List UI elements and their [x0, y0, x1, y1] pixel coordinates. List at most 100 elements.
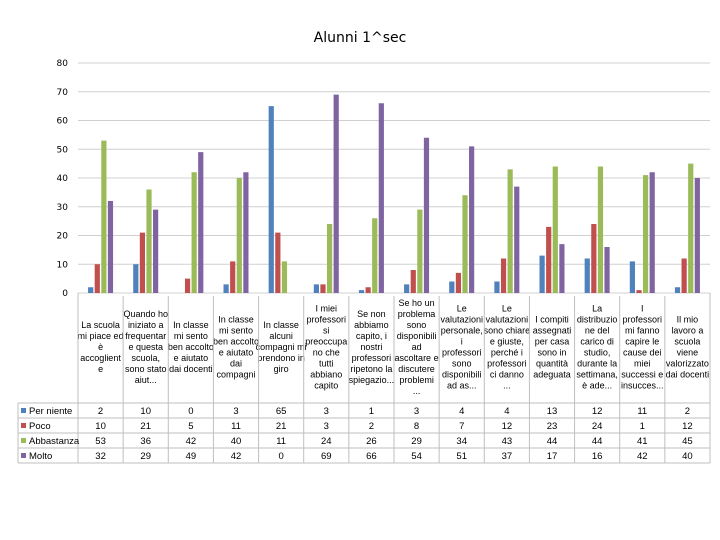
category-label-line: adeguata: [533, 370, 571, 380]
category-label-line: giro: [274, 364, 289, 374]
category-label-line: problema: [398, 309, 436, 319]
category-label-line: frequentar: [125, 331, 166, 341]
table-cell: 8: [414, 421, 419, 432]
table-cell: 49: [186, 451, 197, 462]
category-label-line: settimana,: [576, 370, 618, 380]
table-cell: 45: [682, 436, 693, 447]
table-cell: 66: [366, 451, 377, 462]
category-label-line: abbiano: [310, 370, 342, 380]
table-cell: 11: [231, 421, 241, 432]
table-cell: 42: [637, 451, 648, 462]
category-label-line: discutere: [398, 364, 435, 374]
category-label-line: assegnati: [533, 326, 572, 336]
category-label-line: nostri: [360, 342, 382, 352]
category-label-line: scuola,: [131, 353, 160, 363]
bars: [88, 94, 700, 293]
table-cell: 24: [592, 421, 603, 432]
category-label: Le valutazioni personale, i professori sono di…: [440, 304, 483, 391]
table-cell: 3: [324, 421, 329, 432]
category-label-line: successi e: [621, 370, 663, 380]
category-label-line: I: [641, 304, 644, 314]
category-label-line: ascoltare e: [395, 353, 439, 363]
category-label-line: tutti: [319, 359, 334, 369]
bar: [358, 290, 365, 293]
legend-entry: Poco: [29, 421, 51, 432]
table-cell: 54: [411, 451, 422, 462]
y-tick-label: 80: [57, 59, 69, 69]
category-label: In classe mi sento ben accolto e aiutato dai…: [213, 315, 259, 380]
category-label-line: ben accolto: [168, 342, 214, 352]
bar: [372, 218, 378, 293]
category-label-line: iniziato a: [128, 320, 164, 330]
category-label-line: durante la: [577, 359, 617, 369]
y-axis: 0 10 20 30 40 50 60 70 80: [57, 59, 69, 299]
category-label-line: professori: [487, 359, 527, 369]
category-label-line: i: [461, 337, 463, 347]
table-cell: 12: [682, 421, 693, 432]
category-label-line: sono in: [537, 348, 566, 358]
table-cell: 32: [95, 451, 106, 462]
category-label-line: è ade...: [582, 381, 612, 391]
table-cell: 4: [504, 406, 509, 417]
bar: [546, 226, 552, 293]
bar: [404, 284, 410, 293]
category-label-line: spiegazio...: [349, 375, 395, 385]
category-label: I compiti assegnati per casa sono in quantit…: [533, 315, 572, 380]
y-tick-label: 10: [57, 260, 69, 270]
bar: [378, 103, 384, 293]
bar: [107, 201, 114, 293]
table-cell: 40: [231, 436, 242, 447]
category-label-line: capito: [314, 381, 338, 391]
bar: [198, 152, 204, 293]
legend-swatch: [21, 423, 26, 428]
bar: [591, 224, 597, 293]
table-cell: 42: [231, 451, 242, 462]
category-label-line: problemi: [399, 375, 434, 385]
bar: [243, 172, 249, 293]
category-label-line: Se ho un: [399, 298, 435, 308]
table-cell: 3: [233, 406, 238, 417]
table-cell: 29: [411, 436, 422, 447]
category-label-line: In classe: [218, 315, 254, 325]
table-cell: 5: [188, 421, 193, 432]
category-label: In classe alcuni compagni mi prendono in gir…: [256, 320, 307, 374]
category-label-line: In classe: [263, 320, 299, 330]
table-cell: 41: [637, 436, 648, 447]
bar: [281, 261, 288, 293]
category-label: Le valutazioni sono chiare e giuste, perché …: [484, 304, 531, 391]
category-label-line: abbiamo: [354, 320, 389, 330]
table-cell: 51: [456, 451, 467, 462]
category-label-line: accoglient: [80, 353, 121, 363]
table-cell: 26: [366, 436, 377, 447]
bar: [507, 169, 513, 293]
bar: [153, 209, 159, 293]
bar: [94, 264, 100, 293]
category-label-line: sono: [452, 359, 472, 369]
bar: [268, 106, 274, 293]
bar: [552, 166, 558, 293]
y-tick-label: 60: [57, 117, 69, 127]
table-cell: 36: [140, 436, 151, 447]
category-label-line: e: [98, 364, 103, 374]
bar: [320, 284, 326, 293]
bar: [559, 244, 565, 293]
category-label-line: ...: [413, 386, 421, 396]
legend-swatch: [21, 453, 26, 458]
bar: [313, 284, 319, 293]
category-label-line: capito, i: [356, 331, 387, 341]
category-label-line: disponibili: [442, 370, 482, 380]
category-label-line: Il mio: [677, 315, 699, 325]
category-label-line: è: [98, 342, 103, 352]
category-label-line: alcuni: [269, 331, 293, 341]
category-label-line: mi sento: [219, 326, 253, 336]
category-label-line: professori: [623, 315, 663, 325]
y-tick-label: 20: [57, 232, 69, 242]
table-cell: 53: [95, 436, 106, 447]
table-cell: 3: [324, 406, 329, 417]
category-label-line: valutazioni: [440, 315, 483, 325]
bar: [681, 258, 687, 293]
table-cell: 24: [321, 436, 332, 447]
category-label-line: capire le: [625, 337, 659, 347]
